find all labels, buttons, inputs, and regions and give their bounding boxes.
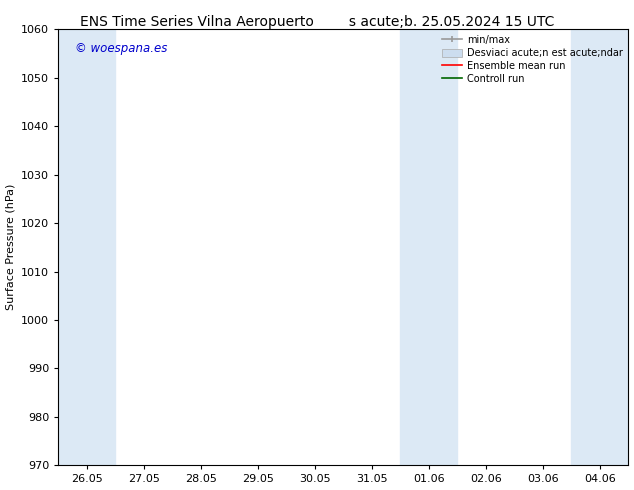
Bar	[571, 29, 628, 465]
Text: ENS Time Series Vilna Aeropuerto        s acute;b. 25.05.2024 15 UTC: ENS Time Series Vilna Aeropuerto s acute…	[80, 15, 554, 29]
Bar	[401, 29, 457, 465]
Legend: min/max, Desviaci acute;n est acute;ndar, Ensemble mean run, Controll run: min/max, Desviaci acute;n est acute;ndar…	[439, 31, 626, 88]
Y-axis label: Surface Pressure (hPa): Surface Pressure (hPa)	[6, 184, 16, 311]
Bar	[58, 29, 115, 465]
Text: © woespana.es: © woespana.es	[75, 42, 168, 55]
